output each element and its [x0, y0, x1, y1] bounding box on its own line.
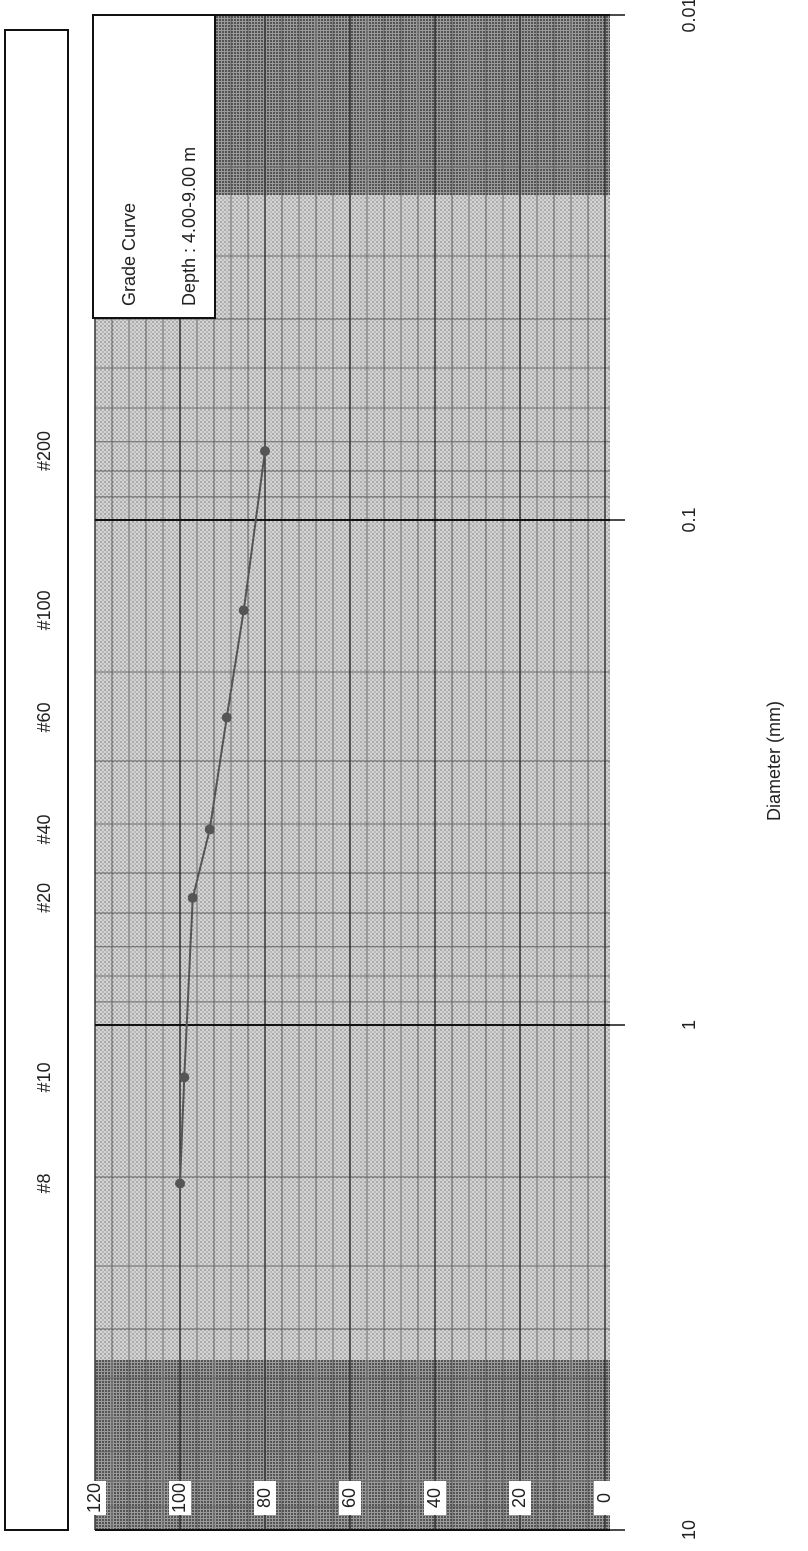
data-point — [188, 893, 198, 903]
y-tick-label: 20 — [509, 1488, 529, 1508]
chart: Grade Curve Depth : 4.00-9.00 m Diameter… — [0, 0, 808, 1551]
y-tick-label: 100 — [169, 1483, 189, 1513]
sieve-label: #60 — [34, 702, 54, 732]
data-point — [179, 1072, 189, 1082]
chart-subtitle: Depth : 4.00-9.00 m — [179, 147, 199, 306]
y-tick-label: 80 — [254, 1488, 274, 1508]
y-tick-label: 40 — [424, 1488, 444, 1508]
sieve-label: #20 — [34, 883, 54, 913]
x-tick-label: 1 — [679, 1020, 699, 1030]
data-point — [205, 824, 215, 834]
x-tick-label: 10 — [679, 1520, 699, 1540]
data-point — [175, 1179, 185, 1189]
sieve-label: #10 — [34, 1062, 54, 1092]
x-tick-label: 0.1 — [679, 507, 699, 532]
x-tick-label: 0.01 — [679, 0, 699, 33]
data-point — [260, 446, 270, 456]
sieve-label: #100 — [34, 590, 54, 630]
y-tick-label: 0 — [594, 1493, 614, 1503]
sieve-box — [5, 30, 68, 1530]
data-point — [239, 605, 249, 615]
sieve-label: #8 — [34, 1173, 54, 1193]
y-tick-label: 120 — [84, 1483, 104, 1513]
sieve-label: #40 — [34, 814, 54, 844]
sieve-label: #200 — [34, 431, 54, 471]
data-point — [222, 712, 232, 722]
chart-title: Grade Curve — [119, 203, 139, 306]
y-tick-label: 60 — [339, 1488, 359, 1508]
x-axis-label: Diameter (mm) — [764, 701, 784, 821]
plot-frame: Grade Curve Depth : 4.00-9.00 m Diameter… — [5, 0, 784, 1540]
